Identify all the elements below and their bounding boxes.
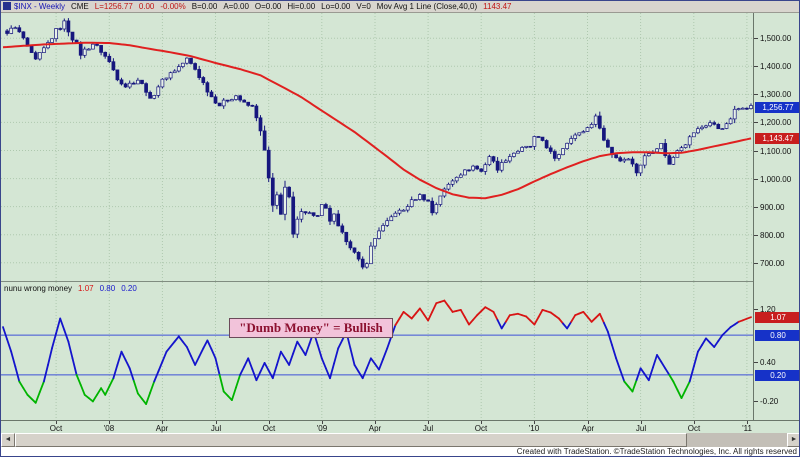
- time-tick-mark: [56, 421, 57, 424]
- time-tick-mark: [534, 421, 535, 424]
- indicator-value: 0.80: [99, 284, 116, 293]
- axis-tick-mark: [754, 179, 758, 180]
- symbol-info-segment: Hi=0.00: [287, 2, 316, 11]
- time-axis-label: Oct: [474, 424, 488, 433]
- axis-tick-mark: [754, 38, 758, 39]
- time-axis-label: Jul: [210, 424, 222, 433]
- time-tick-mark: [375, 421, 376, 424]
- footer-credit: Created with TradeStation. ©TradeStation…: [1, 447, 799, 456]
- time-axis-label: Apr: [581, 424, 595, 433]
- symbol-info-segment: 0.00: [138, 2, 155, 11]
- axis-tick-label: 1.20: [760, 305, 776, 314]
- footer-credit-text: Created with TradeStation. ©TradeStation…: [516, 447, 797, 456]
- indicator-chart-canvas[interactable]: [1, 282, 753, 420]
- time-axis-label: Jul: [635, 424, 647, 433]
- axis-tick-mark: [754, 151, 758, 152]
- symbol-info-segment: O=0.00: [254, 2, 282, 11]
- symbol-info-text: $INX - Weekly CME L=1256.77 0.00 -0.00% B=0.0…: [14, 2, 517, 11]
- symbol-info-segment: $INX - Weekly: [14, 2, 65, 11]
- scroll-left-button[interactable]: ◄: [1, 433, 15, 447]
- axis-tick-label: 800.00: [760, 231, 785, 240]
- time-tick-mark: [481, 421, 482, 424]
- time-tick-mark: [641, 421, 642, 424]
- time-axis-label: Oct: [687, 424, 701, 433]
- symbol-info-segment: Mov Avg 1 Line (Close,40,0): [376, 2, 478, 11]
- time-tick-mark: [322, 421, 323, 424]
- time-axis-label: Oct: [262, 424, 276, 433]
- axis-tick-label: 1,100.00: [760, 147, 792, 156]
- axis-tick-mark: [754, 362, 758, 363]
- time-axis-label: '09: [316, 424, 328, 433]
- axis-tick-label: 1,200.00: [760, 118, 792, 127]
- axis-tick-mark: [754, 94, 758, 95]
- axis-tick-label: 1,500.00: [760, 34, 792, 43]
- axis-tick-label: 0.40: [760, 358, 776, 367]
- time-axis[interactable]: Oct '08 Apr Jul Oct '09 Apr Jul Oct '10 Apr Jul Oct '…: [1, 420, 799, 433]
- axis-tick-label: 1,000.00: [760, 175, 792, 184]
- time-tick-mark: [162, 421, 163, 424]
- axis-tick-label: 1,400.00: [760, 62, 792, 71]
- time-tick-mark: [109, 421, 110, 424]
- price-badge: 0.20: [755, 370, 799, 381]
- axis-tick-label: 1,300.00: [760, 90, 792, 99]
- symbol-info-segment: A=0.00: [223, 2, 249, 11]
- symbol-info-segment: B=0.00: [191, 2, 218, 11]
- horizontal-scrollbar: ◄ ►: [1, 433, 799, 447]
- time-axis-label: Jul: [422, 424, 434, 433]
- price-badge: 0.80: [755, 330, 799, 341]
- symbol-info-segment: 1143.47: [483, 2, 512, 11]
- time-axis-label: '10: [528, 424, 540, 433]
- axis-tick-label: -0.20: [760, 397, 779, 406]
- axis-tick-mark: [754, 235, 758, 236]
- axis-tick-label: 900.00: [760, 203, 785, 212]
- time-tick-mark: [269, 421, 270, 424]
- time-axis-label: '11: [742, 424, 752, 433]
- axis-tick-mark: [754, 207, 758, 208]
- time-axis-label: Apr: [368, 424, 382, 433]
- axis-tick-mark: [754, 309, 758, 310]
- axis-tick-label: 700.00: [760, 259, 785, 268]
- chart-window-icon: [3, 2, 11, 10]
- time-tick-mark: [216, 421, 217, 424]
- symbol-info-segment: V=0: [356, 2, 371, 11]
- symbol-info-segment: -0.00%: [160, 2, 186, 11]
- time-axis-label: Oct: [49, 424, 63, 433]
- scroll-right-button[interactable]: ►: [787, 433, 799, 447]
- price-badge: 1.07: [755, 312, 799, 323]
- price-chart-canvas[interactable]: [1, 13, 753, 281]
- panel-divider[interactable]: [1, 281, 799, 282]
- time-tick-mark: [694, 421, 695, 424]
- dumb-money-annotation[interactable]: "Dumb Money" = Bullish: [229, 318, 393, 338]
- time-axis-label: '08: [103, 424, 115, 433]
- price-badge: 1,143.47: [755, 133, 799, 144]
- indicator-value: 1.07: [78, 284, 94, 293]
- axis-tick-mark: [754, 122, 758, 123]
- time-axis-label: Apr: [155, 424, 169, 433]
- price-badge: 1,256.77: [755, 102, 799, 113]
- symbol-info-segment: CME: [70, 2, 89, 11]
- time-tick-mark: [588, 421, 589, 424]
- symbol-info-segment: Lo=0.00: [321, 2, 351, 11]
- symbol-info-segment: L=1256.77: [94, 2, 133, 11]
- price-axis[interactable]: 1,500.00 1,400.00 1,300.00 1,200.00 1,100.00…: [753, 13, 799, 420]
- indicator-label: nunu wrong money 1.07 0.80 0.20: [4, 284, 143, 293]
- symbol-info-bar: $INX - Weekly CME L=1256.77 0.00 -0.00% B=0.0…: [1, 1, 799, 13]
- indicator-name: nunu wrong money: [4, 284, 73, 293]
- indicator-value: 0.20: [121, 284, 137, 293]
- scrollbar-thumb[interactable]: [15, 433, 687, 447]
- axis-tick-mark: [754, 66, 758, 67]
- time-tick-mark: [747, 421, 748, 424]
- axis-tick-mark: [754, 263, 758, 264]
- time-tick-mark: [428, 421, 429, 424]
- axis-tick-mark: [754, 401, 758, 402]
